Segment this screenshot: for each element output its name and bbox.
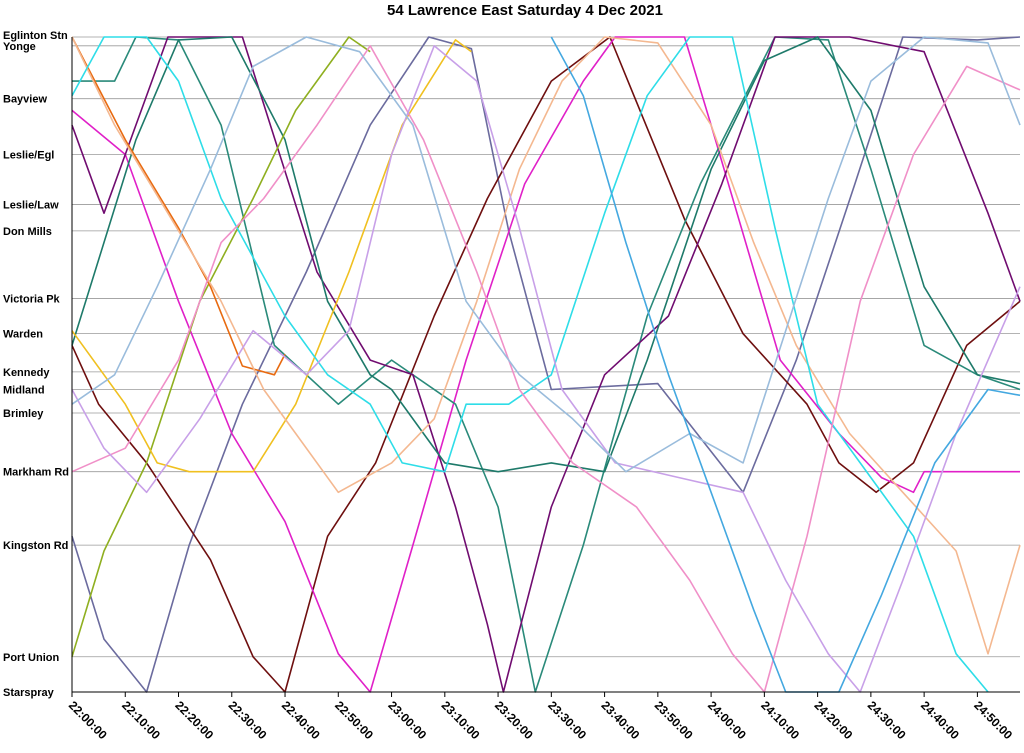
x-tick-label: 22:20:00: [172, 698, 216, 742]
series-line-3: [71, 36, 1020, 693]
chart-title: 54 Lawrence East Saturday 4 Dec 2021: [387, 2, 663, 19]
x-tick-label: 23:20:00: [492, 698, 536, 742]
x-tick-label: 22:10:00: [119, 698, 163, 742]
x-tick-label: 23:30:00: [545, 698, 589, 742]
series-line-13: [71, 45, 1021, 693]
plot-frame: [71, 37, 1020, 693]
stop-label: Don Mills: [3, 226, 52, 238]
x-tick-label: 22:40:00: [279, 698, 323, 742]
stop-label: Port Union: [3, 652, 59, 664]
x-tick-label: 24:40:00: [918, 698, 962, 742]
x-tick-label: 24:30:00: [865, 698, 909, 742]
stop-label: Starspray: [3, 687, 55, 699]
stop-label: Kingston Rd: [3, 540, 68, 552]
series-line-1: [71, 36, 1021, 693]
series-line-12: [71, 45, 1021, 693]
x-tick-label: 24:00:00: [705, 698, 749, 742]
stop-label: Bayview: [3, 94, 47, 106]
series-line-2: [71, 36, 1021, 693]
x-axis-ticks: 22:00:00 22:10:00 22:20:00 22:30:00 22:40:00…: [66, 692, 1015, 742]
x-tick-label: 22:00:00: [66, 698, 110, 742]
x-tick-label: 24:20:00: [811, 698, 855, 742]
series-lines: [71, 36, 1021, 693]
x-tick-label: 22:50:00: [332, 698, 376, 742]
x-tick-label: 22:30:00: [226, 698, 270, 742]
series-line-9: [71, 36, 286, 376]
stop-label: Midland: [3, 384, 45, 396]
stop-label: Leslie/Egl: [3, 149, 54, 161]
stop-label: Kennedy: [3, 367, 50, 379]
x-tick-label: 23:00:00: [385, 698, 429, 742]
stop-label: Warden: [3, 329, 43, 341]
series-line-15: [550, 36, 1021, 693]
stop-label: Victoria Pk: [3, 293, 61, 305]
x-tick-label: 24:50:00: [971, 698, 1015, 742]
series-line-8: [71, 39, 472, 473]
x-tick-label: 23:10:00: [439, 698, 483, 742]
series-line-6: [71, 36, 1021, 473]
x-tick-label: 23:40:00: [598, 698, 642, 742]
stop-label: Eglinton Stn: [3, 30, 68, 42]
stop-label: Markham Rd: [3, 467, 69, 479]
x-tick-label: 24:10:00: [758, 698, 802, 742]
stop-label: Leslie/Law: [3, 199, 59, 211]
x-tick-label: 23:50:00: [652, 698, 696, 742]
stop-label: Yonge: [3, 41, 36, 53]
series-line-4: [72, 36, 1021, 693]
series-line-14: [71, 36, 1021, 473]
series-line-10: [71, 36, 1021, 655]
series-line-7: [71, 36, 371, 658]
series-line-11: [71, 36, 989, 693]
series-line-5: [71, 36, 1021, 693]
stop-label: Brimley: [3, 408, 44, 420]
